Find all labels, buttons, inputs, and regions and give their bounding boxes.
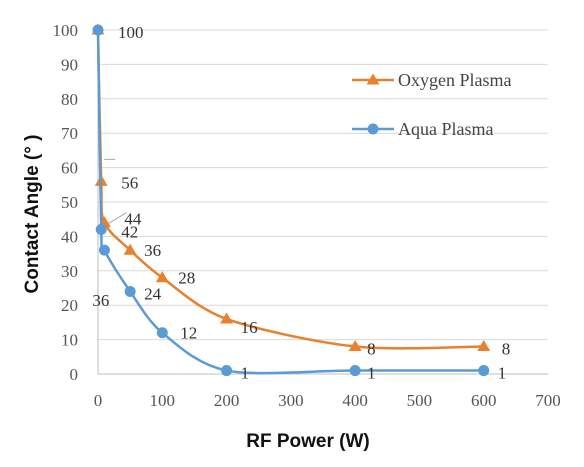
series-layer bbox=[91, 23, 491, 377]
series-aqua-plasma bbox=[92, 24, 490, 377]
y-tick-label: 100 bbox=[53, 21, 79, 40]
data-label: 8 bbox=[367, 339, 376, 358]
data-label: 100 bbox=[118, 23, 144, 42]
data-label: 8 bbox=[502, 339, 511, 358]
data-point-circle bbox=[92, 24, 104, 36]
x-tick-label: 600 bbox=[471, 391, 497, 410]
data-point-circle bbox=[349, 365, 361, 377]
data-point-triangle bbox=[348, 339, 362, 352]
label-leader-lines bbox=[104, 158, 127, 226]
y-tick-label: 50 bbox=[61, 193, 78, 212]
grid-lines bbox=[98, 29, 548, 341]
y-tick-label: 30 bbox=[61, 262, 78, 281]
legend: Oxygen Plasma Aqua Plasma bbox=[352, 70, 511, 139]
leader-line bbox=[106, 212, 127, 226]
y-tick-label: 10 bbox=[61, 331, 78, 350]
y-tick-label: 40 bbox=[61, 227, 78, 246]
data-label: 1 bbox=[367, 364, 376, 383]
y-tick-label: 80 bbox=[61, 90, 78, 109]
data-label: 24 bbox=[144, 284, 162, 303]
legend-marker-triangle bbox=[366, 73, 380, 85]
y-tick-label: 20 bbox=[61, 296, 78, 315]
x-tick-label: 300 bbox=[278, 391, 304, 410]
data-label: 28 bbox=[178, 269, 195, 288]
x-tick-label: 0 bbox=[94, 391, 103, 410]
data-point-circle bbox=[98, 244, 110, 256]
data-label: 36 bbox=[92, 291, 109, 310]
x-tick-labels: 0 100 200 300 400 500 600 700 bbox=[94, 391, 561, 410]
data-label: 42 bbox=[121, 223, 138, 242]
y-tick-label: 60 bbox=[61, 159, 78, 178]
x-tick-label: 700 bbox=[535, 391, 561, 410]
y-tick-label: 90 bbox=[61, 55, 78, 74]
data-label: 12 bbox=[180, 324, 197, 343]
data-point-triangle bbox=[123, 243, 137, 255]
legend-marker-circle bbox=[367, 123, 379, 135]
data-label: 36 bbox=[144, 241, 161, 260]
legend-item-aqua-plasma: Aqua Plasma bbox=[352, 119, 493, 139]
data-point-circle bbox=[478, 365, 490, 377]
y-tick-label: 0 bbox=[70, 365, 79, 384]
x-tick-label: 100 bbox=[150, 391, 176, 410]
y-tick-label: 70 bbox=[61, 124, 78, 143]
data-label: 56 bbox=[121, 173, 138, 192]
legend-label: Aqua Plasma bbox=[398, 119, 493, 139]
data-point-triangle bbox=[220, 312, 234, 324]
data-label: 1 bbox=[498, 364, 507, 383]
data-point-circle bbox=[124, 285, 136, 297]
data-point-triangle bbox=[477, 339, 491, 352]
y-axis-title: Contact Angle (° ) bbox=[22, 135, 43, 294]
legend-label: Oxygen Plasma bbox=[398, 70, 511, 90]
data-label: 44 bbox=[124, 210, 142, 229]
x-tick-label: 200 bbox=[214, 391, 240, 410]
x-tick-label: 400 bbox=[342, 391, 368, 410]
data-point-circle bbox=[221, 365, 233, 377]
legend-item-oxygen-plasma: Oxygen Plasma bbox=[352, 70, 511, 90]
data-point-circle bbox=[156, 327, 168, 339]
y-tick-labels: 0 10 20 30 40 50 60 70 80 90 100 bbox=[53, 21, 79, 384]
x-axis-title: RF Power (W) bbox=[246, 431, 370, 452]
data-label: 1 bbox=[241, 364, 250, 383]
data-point-triangle bbox=[155, 271, 169, 283]
x-tick-label: 500 bbox=[407, 391, 433, 410]
data-point-circle bbox=[95, 224, 107, 236]
data-label: 16 bbox=[241, 318, 258, 337]
